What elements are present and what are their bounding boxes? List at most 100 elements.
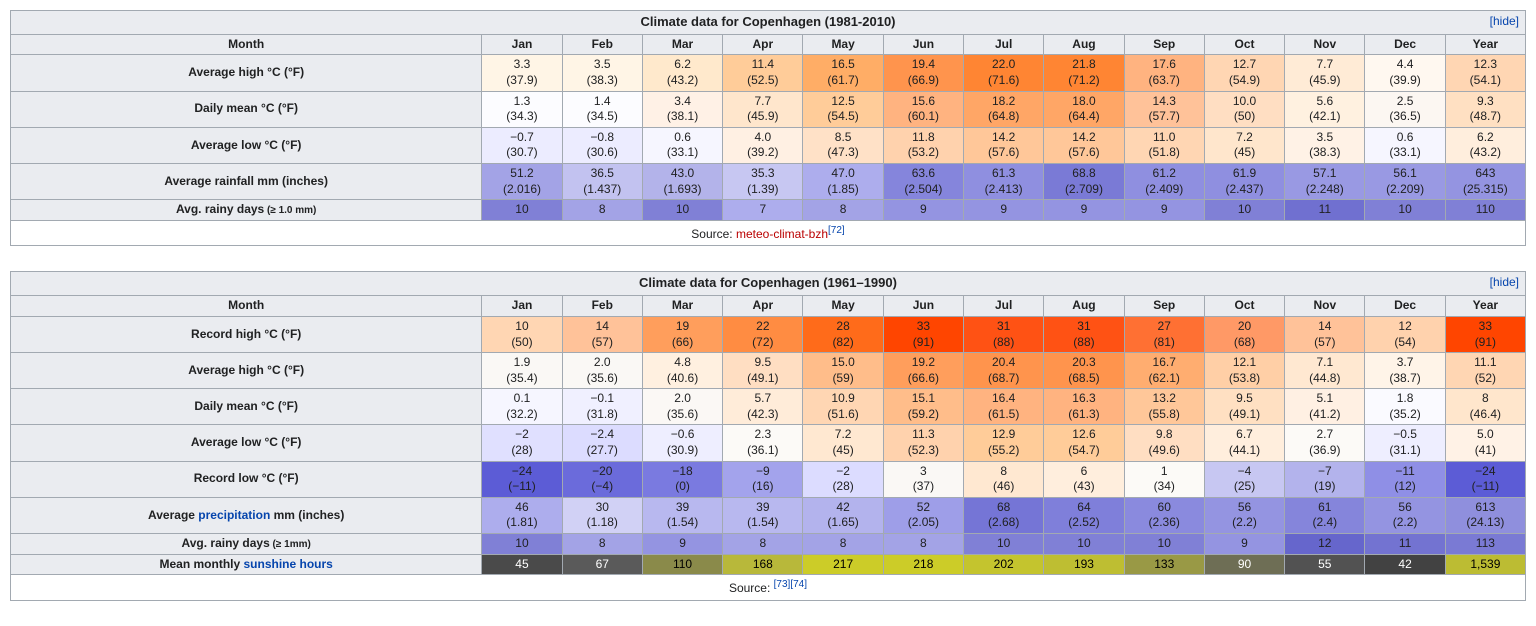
cell-rl-4: −2(28)	[803, 461, 883, 497]
cell-al-9: 6.7(44.1)	[1204, 425, 1284, 461]
source-ref[interactable]: [72]	[828, 225, 845, 236]
cell-dm-10: 5.1(41.2)	[1285, 389, 1365, 425]
cell-rl-10: −7(19)	[1285, 461, 1365, 497]
row-label-al: Average low °C (°F)	[11, 127, 482, 163]
cell-sh-8: 133	[1124, 554, 1204, 575]
cell-rf-8: 61.2(2.409)	[1124, 164, 1204, 200]
source-ref[interactable]: [73]	[774, 579, 791, 590]
cell-rh-2: 19(66)	[642, 316, 722, 352]
cell-ah-10: 7.1(44.8)	[1285, 353, 1365, 389]
cell-ah-3: 9.5(49.1)	[723, 353, 803, 389]
cell-dm-4: 12.5(54.5)	[803, 91, 883, 127]
month-col-jan: Jan	[482, 34, 562, 55]
cell-pr-9: 56(2.2)	[1204, 497, 1284, 533]
cell-dm-6: 16.4(61.5)	[964, 389, 1044, 425]
cell-ah-4: 15.0(59)	[803, 353, 883, 389]
climate-table-1961-1990: Climate data for Copenhagen (1961–1990)[…	[10, 271, 1526, 600]
row-label-ah: Average high °C (°F)	[11, 55, 482, 91]
cell-rl-5: 3(37)	[883, 461, 963, 497]
cell-rd-2: 9	[642, 534, 722, 555]
cell-sh-3: 168	[723, 554, 803, 575]
month-col-nov: Nov	[1285, 296, 1365, 317]
cell-rd-7: 9	[1044, 200, 1124, 221]
cell-rh-8: 27(81)	[1124, 316, 1204, 352]
cell-rf-11: 56.1(2.209)	[1365, 164, 1445, 200]
month-col-jul: Jul	[964, 34, 1044, 55]
month-col-may: May	[803, 296, 883, 317]
cell-ah-5: 19.2(66.6)	[883, 353, 963, 389]
source-ref[interactable]: [74]	[790, 579, 807, 590]
cell-pr-4: 42(1.65)	[803, 497, 883, 533]
cell-al-11: 0.6(33.1)	[1365, 127, 1445, 163]
cell-rf-12: 643(25.315)	[1445, 164, 1525, 200]
month-col-aug: Aug	[1044, 34, 1124, 55]
month-col-mar: Mar	[642, 296, 722, 317]
month-col-year: Year	[1445, 34, 1525, 55]
cell-sh-1: 67	[562, 554, 642, 575]
cell-ah-2: 6.2(43.2)	[642, 55, 722, 91]
hide-link[interactable]: [hide]	[1490, 275, 1519, 291]
cell-ah-12: 12.3(54.1)	[1445, 55, 1525, 91]
cell-rf-5: 63.6(2.504)	[883, 164, 963, 200]
cell-dm-0: 1.3(34.3)	[482, 91, 562, 127]
cell-rh-10: 14(57)	[1285, 316, 1365, 352]
month-col-oct: Oct	[1204, 296, 1284, 317]
month-col-sep: Sep	[1124, 296, 1204, 317]
cell-rd-5: 9	[883, 200, 963, 221]
cell-dm-1: 1.4(34.5)	[562, 91, 642, 127]
cell-pr-5: 52(2.05)	[883, 497, 963, 533]
cell-ah-11: 3.7(38.7)	[1365, 353, 1445, 389]
cell-rl-3: −9(16)	[723, 461, 803, 497]
cell-rh-6: 31(88)	[964, 316, 1044, 352]
climate-table-1981-2010: Climate data for Copenhagen (1981-2010)[…	[10, 10, 1526, 246]
cell-rf-7: 68.8(2.709)	[1044, 164, 1124, 200]
cell-ah-1: 3.5(38.3)	[562, 55, 642, 91]
cell-rd-3: 7	[723, 200, 803, 221]
cell-dm-10: 5.6(42.1)	[1285, 91, 1365, 127]
cell-al-2: 0.6(33.1)	[642, 127, 722, 163]
cell-ah-6: 20.4(68.7)	[964, 353, 1044, 389]
cell-dm-2: 2.0(35.6)	[642, 389, 722, 425]
cell-al-6: 14.2(57.6)	[964, 127, 1044, 163]
cell-dm-1: −0.1(31.8)	[562, 389, 642, 425]
cell-rl-1: −20(−4)	[562, 461, 642, 497]
cell-al-3: 4.0(39.2)	[723, 127, 803, 163]
cell-sh-9: 90	[1204, 554, 1284, 575]
cell-rd-0: 10	[482, 534, 562, 555]
cell-rl-9: −4(25)	[1204, 461, 1284, 497]
cell-rd-9: 9	[1204, 534, 1284, 555]
cell-ah-6: 22.0(71.6)	[964, 55, 1044, 91]
cell-rl-7: 6(43)	[1044, 461, 1124, 497]
month-header: Month	[11, 34, 482, 55]
sunshine-link[interactable]: sunshine hours	[244, 557, 333, 571]
cell-al-1: −0.8(30.6)	[562, 127, 642, 163]
row-label-rh: Record high °C (°F)	[11, 316, 482, 352]
cell-al-2: −0.6(30.9)	[642, 425, 722, 461]
cell-rl-12: −24(−11)	[1445, 461, 1525, 497]
climate-table-1961-1990-title: Climate data for Copenhagen (1961–1990)[…	[11, 272, 1526, 296]
cell-ah-1: 2.0(35.6)	[562, 353, 642, 389]
cell-rl-2: −18(0)	[642, 461, 722, 497]
cell-pr-2: 39(1.54)	[642, 497, 722, 533]
cell-ah-12: 11.1(52)	[1445, 353, 1525, 389]
month-col-feb: Feb	[562, 296, 642, 317]
cell-sh-10: 55	[1285, 554, 1365, 575]
month-header: Month	[11, 296, 482, 317]
row-label-pr: Average precipitation mm (inches)	[11, 497, 482, 533]
precipitation-link[interactable]: precipitation	[198, 508, 270, 522]
cell-rd-7: 10	[1044, 534, 1124, 555]
month-col-feb: Feb	[562, 34, 642, 55]
cell-rh-9: 20(68)	[1204, 316, 1284, 352]
cell-rh-4: 28(82)	[803, 316, 883, 352]
row-label-rd: Avg. rainy days (≥ 1.0 mm)	[11, 200, 482, 221]
row-label-ah: Average high °C (°F)	[11, 353, 482, 389]
row-label-dm: Daily mean °C (°F)	[11, 91, 482, 127]
hide-link[interactable]: [hide]	[1490, 14, 1519, 30]
cell-rl-8: 1(34)	[1124, 461, 1204, 497]
cell-rd-0: 10	[482, 200, 562, 221]
cell-dm-11: 1.8(35.2)	[1365, 389, 1445, 425]
cell-rh-0: 10(50)	[482, 316, 562, 352]
cell-ah-10: 7.7(45.9)	[1285, 55, 1365, 91]
cell-al-3: 2.3(36.1)	[723, 425, 803, 461]
source-link[interactable]: meteo-climat-bzh	[736, 227, 828, 241]
